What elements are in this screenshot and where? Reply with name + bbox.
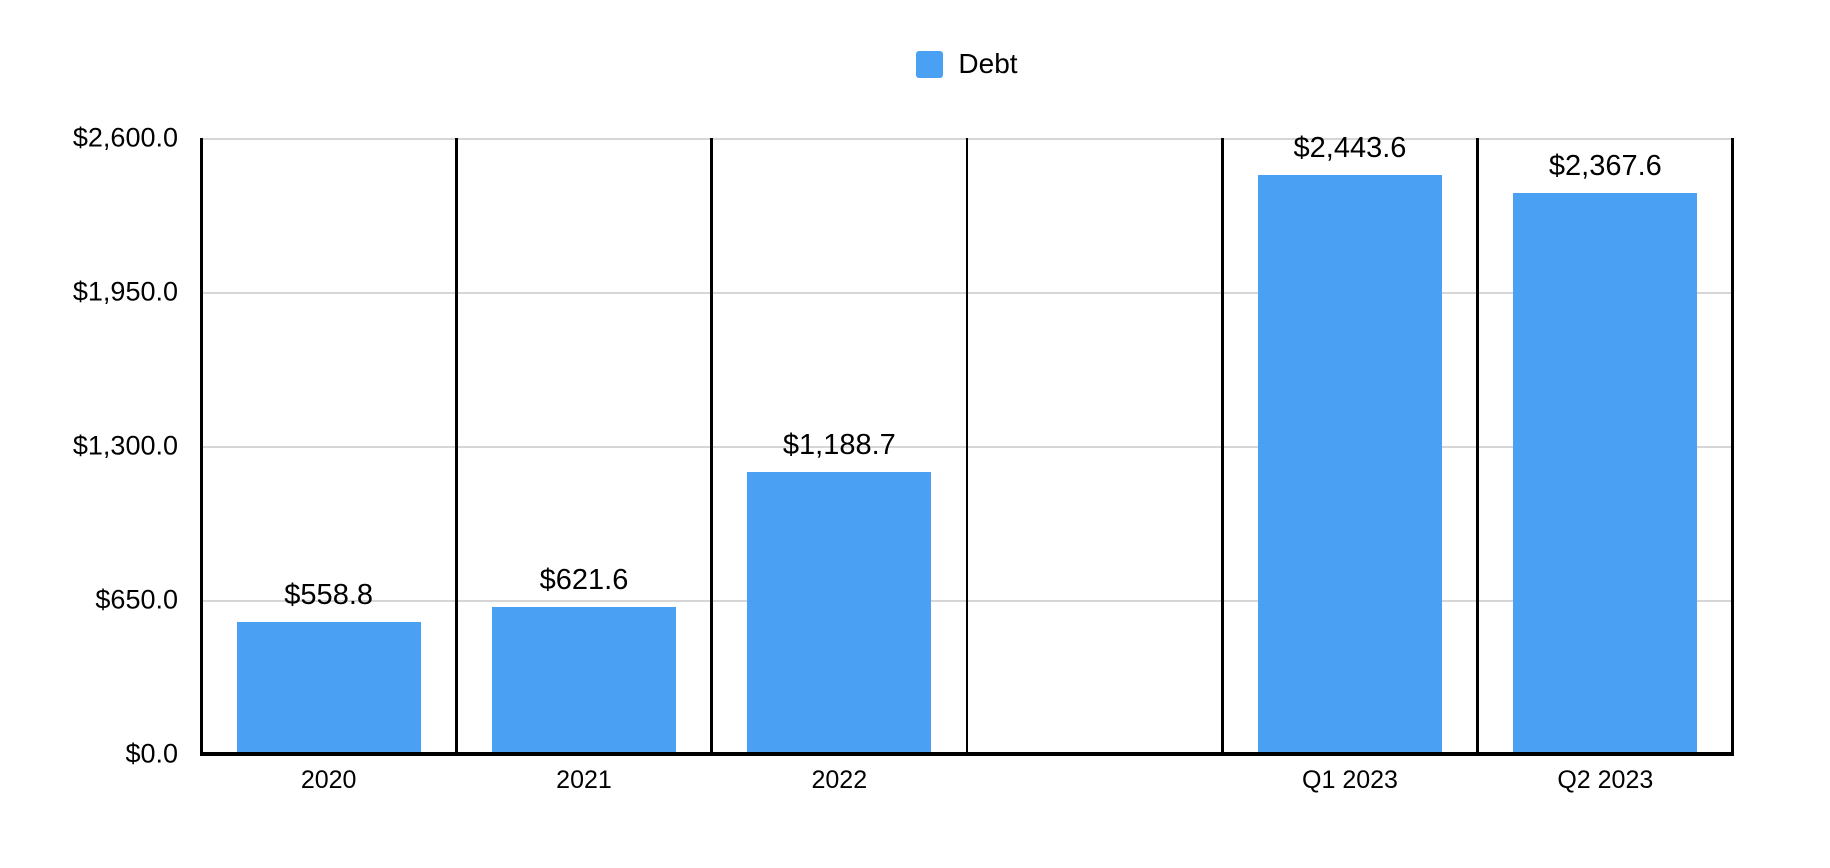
y-tick-label: $1,300.0 — [72, 430, 178, 461]
column-divider — [1476, 138, 1479, 754]
y-axis: $0.0 $650.0 $1,300.0 $1,950.0 $2,600.0 — [0, 0, 178, 868]
bar-value-label: $2,367.6 — [1548, 150, 1662, 183]
x-tick-label: 2022 — [811, 766, 868, 794]
bar — [236, 621, 421, 754]
x-axis-line — [200, 752, 1734, 756]
legend-swatch — [916, 50, 944, 78]
y-tick-label: $650.0 — [95, 584, 178, 615]
x-tick-label: 2021 — [556, 766, 612, 794]
bar — [1513, 193, 1698, 754]
y-tick-label: $1,950.0 — [72, 276, 178, 307]
bar-value-label: $1,188.7 — [782, 429, 896, 462]
bar-value-label: $621.6 — [539, 563, 629, 596]
bar-value-label: $558.8 — [284, 578, 374, 611]
bar — [492, 606, 676, 754]
column-divider — [455, 138, 458, 754]
bar-value-label: $2,443.6 — [1293, 132, 1407, 165]
x-tick-label: 2020 — [300, 766, 357, 794]
bar — [1258, 175, 1442, 754]
legend: Debt — [201, 48, 1733, 80]
column-divider — [965, 138, 969, 754]
x-tick-label: Q2 2023 — [1557, 766, 1654, 794]
plot-area: $558.8 $621.6 $1,188.7 $2,443.6 $2,367.6 — [200, 132, 1734, 756]
column-divider — [1221, 138, 1224, 754]
y-tick-label: $0.0 — [125, 738, 178, 769]
bar — [747, 472, 932, 754]
x-tick-label: Q1 2023 — [1302, 766, 1398, 794]
y-tick-label: $2,600.0 — [72, 122, 178, 153]
y-axis-line — [200, 138, 203, 754]
plot-right-border — [1731, 138, 1734, 754]
legend-label: Debt — [958, 48, 1018, 79]
x-axis: 2020 2021 2022 Q1 2023 Q2 2023 — [0, 764, 1830, 800]
column-divider — [710, 138, 713, 754]
